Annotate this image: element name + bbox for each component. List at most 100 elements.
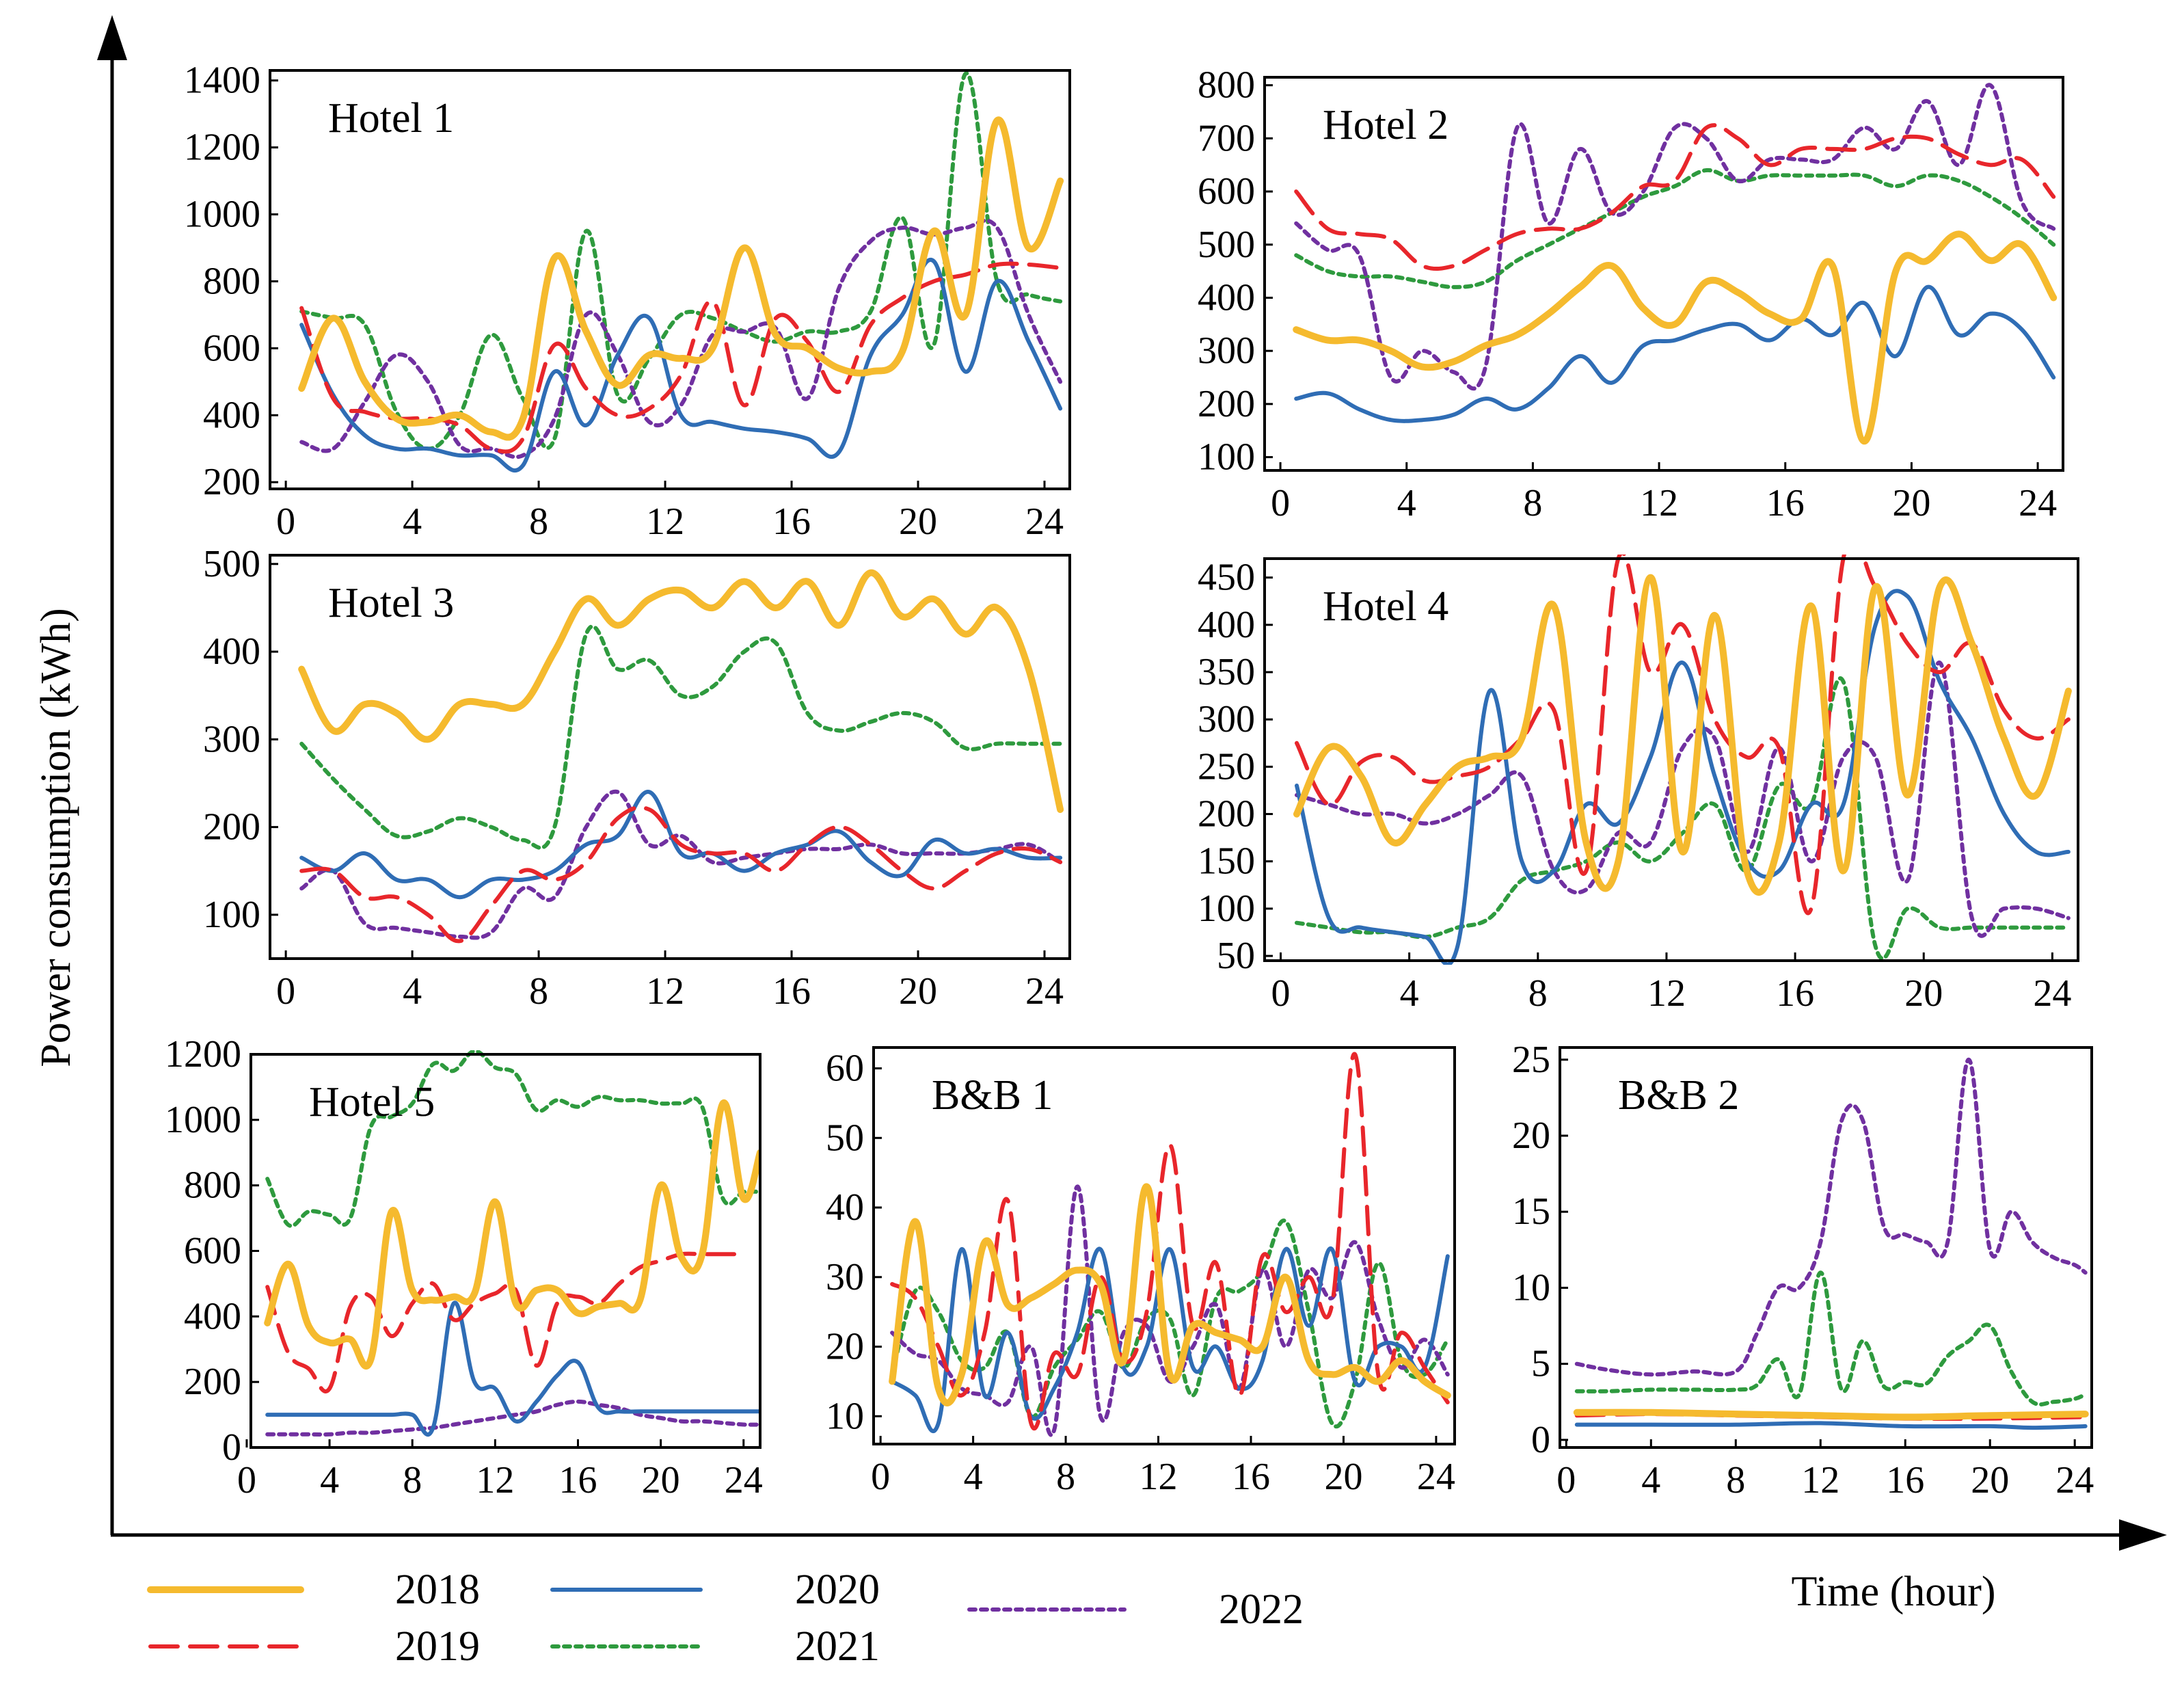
panel-hotel-3: Hotel 3 100 200 300 400 500 0 4 8 12 16 20 24 [203, 543, 1071, 1013]
x-tick-label: 0 [1556, 1459, 1576, 1502]
series-line-2022 [1574, 1057, 2088, 1377]
panel-title: B&B 2 [1618, 1072, 1739, 1119]
y-tick-label: 400 [184, 1295, 241, 1337]
series-line-2019 [265, 1251, 746, 1393]
panel-frame [1559, 1046, 2093, 1449]
series-line-2018 [298, 569, 1064, 813]
legend-item-2018: 2018 [147, 1566, 480, 1613]
series-line-2019 [890, 1052, 1450, 1431]
panel-bandb-2: B&B 2 0 5 10 15 20 25 0 4 8 12 16 20 24 [1512, 1039, 2094, 1502]
panel-frame [1263, 557, 2079, 962]
series-line-2018 [1573, 1409, 2089, 1421]
x-tick-label: 8 [1726, 1459, 1745, 1502]
series-line-2020 [299, 258, 1063, 472]
series-line-2020 [1294, 284, 2056, 423]
x-tick-label: 4 [320, 1459, 339, 1502]
y-tick-label: 500 [1198, 224, 1255, 266]
series-line-2020 [299, 790, 1063, 900]
x-tick-label: 24 [725, 1459, 763, 1502]
series-group [298, 569, 1064, 944]
series-group [1293, 555, 2072, 965]
legend-item-2021: 2021 [550, 1623, 880, 1670]
x-tick-label: 24 [1417, 1456, 1455, 1498]
series-line-2021 [265, 1050, 760, 1228]
panel-title: B&B 1 [932, 1072, 1053, 1119]
y-tick-label: 5 [1531, 1343, 1550, 1385]
y-tick-label: 0 [222, 1426, 241, 1469]
y-tick-label: 1200 [165, 1033, 241, 1076]
panel-title: Hotel 1 [328, 95, 454, 142]
panel-hotel-1: Hotel 1 200 400 600 800 1000 1200 1400 0 4 8 12 16 20… [184, 59, 1071, 543]
x-tick-label: 8 [529, 501, 548, 543]
series-line-2022 [299, 789, 1063, 940]
y-tick-label: 30 [826, 1256, 864, 1298]
series-line-2020 [265, 1300, 760, 1437]
y-tick-label: 1400 [184, 59, 260, 102]
series-line-2018 [298, 116, 1064, 441]
x-tick-label: 20 [1971, 1459, 2009, 1502]
series-line-2021 [299, 624, 1063, 850]
series-group [298, 71, 1064, 472]
x-tick-label: 20 [1904, 972, 1943, 1015]
panel-bandb-1: B&B 1 10 20 30 40 50 60 0 4 8 12 16 20 24 [826, 1046, 1456, 1498]
y-tick-label: 800 [1198, 64, 1255, 107]
x-tick-label: 16 [1776, 972, 1814, 1015]
x-tick-label: 4 [964, 1456, 983, 1498]
y-tick-label: 600 [203, 327, 260, 369]
series-line-2022 [265, 1399, 760, 1437]
series-line-2022 [890, 1184, 1450, 1437]
y-tick-label: 50 [826, 1117, 864, 1159]
y-tick-label: 300 [203, 718, 260, 760]
y-tick-label: 300 [1198, 330, 1255, 372]
legend-label: 2021 [795, 1623, 880, 1670]
series-group [889, 1052, 1451, 1437]
x-tick-label: 4 [1400, 972, 1419, 1015]
y-tick-label: 600 [1198, 170, 1255, 213]
x-tick-label: 24 [1025, 970, 1064, 1013]
series-line-2018 [1293, 230, 2058, 445]
y-tick-label: 1200 [184, 126, 260, 169]
panel-title: Hotel 5 [309, 1079, 435, 1125]
y-tick-label: 60 [826, 1047, 864, 1090]
x-tick-label: 0 [871, 1456, 890, 1498]
series-line-2021 [890, 1218, 1450, 1429]
global-axes [97, 15, 2167, 1551]
y-tick-label: 15 [1512, 1190, 1550, 1233]
y-tick-label: 100 [1198, 436, 1255, 479]
panel-title: Hotel 2 [1323, 102, 1448, 148]
x-tick-label: 4 [403, 501, 422, 543]
x-tick-label: 4 [403, 970, 422, 1013]
x-tick-label: 4 [1397, 482, 1416, 524]
x-tick-label: 0 [276, 970, 295, 1013]
x-tick-label: 0 [1271, 972, 1291, 1015]
x-tick-label: 16 [1886, 1459, 1924, 1502]
x-tick-label: 8 [403, 1459, 422, 1502]
x-tick-label: 16 [772, 501, 811, 543]
x-tick-label: 12 [1647, 972, 1686, 1015]
x-tick-label: 0 [276, 501, 295, 543]
panel-frame [1263, 76, 2064, 472]
series-line-2018 [264, 1099, 760, 1370]
y-tick-label: 400 [1198, 604, 1255, 646]
series-line-2018 [889, 1183, 1451, 1406]
y-axis-arrow-icon [97, 15, 127, 60]
legend-label: 2019 [395, 1623, 480, 1670]
y-tick-label: 250 [1198, 745, 1255, 788]
x-tick-label: 12 [1801, 1459, 1839, 1502]
y-tick-label: 150 [1198, 840, 1255, 883]
x-tick-label: 24 [2055, 1459, 2094, 1502]
series-line-2020 [1295, 589, 2071, 965]
legend-label: 2020 [795, 1566, 880, 1613]
y-tick-label: 200 [1198, 793, 1255, 836]
y-tick-label: 10 [826, 1395, 864, 1437]
series-line-2019 [299, 805, 1063, 944]
y-tick-label: 400 [203, 630, 260, 673]
x-tick-label: 20 [642, 1459, 680, 1502]
y-tick-label: 0 [1531, 1419, 1550, 1461]
y-tick-label: 50 [1217, 935, 1255, 977]
panel-title: Hotel 3 [328, 580, 454, 626]
series-line-2021 [1294, 168, 2056, 289]
x-tick-label: 12 [1140, 1456, 1178, 1498]
